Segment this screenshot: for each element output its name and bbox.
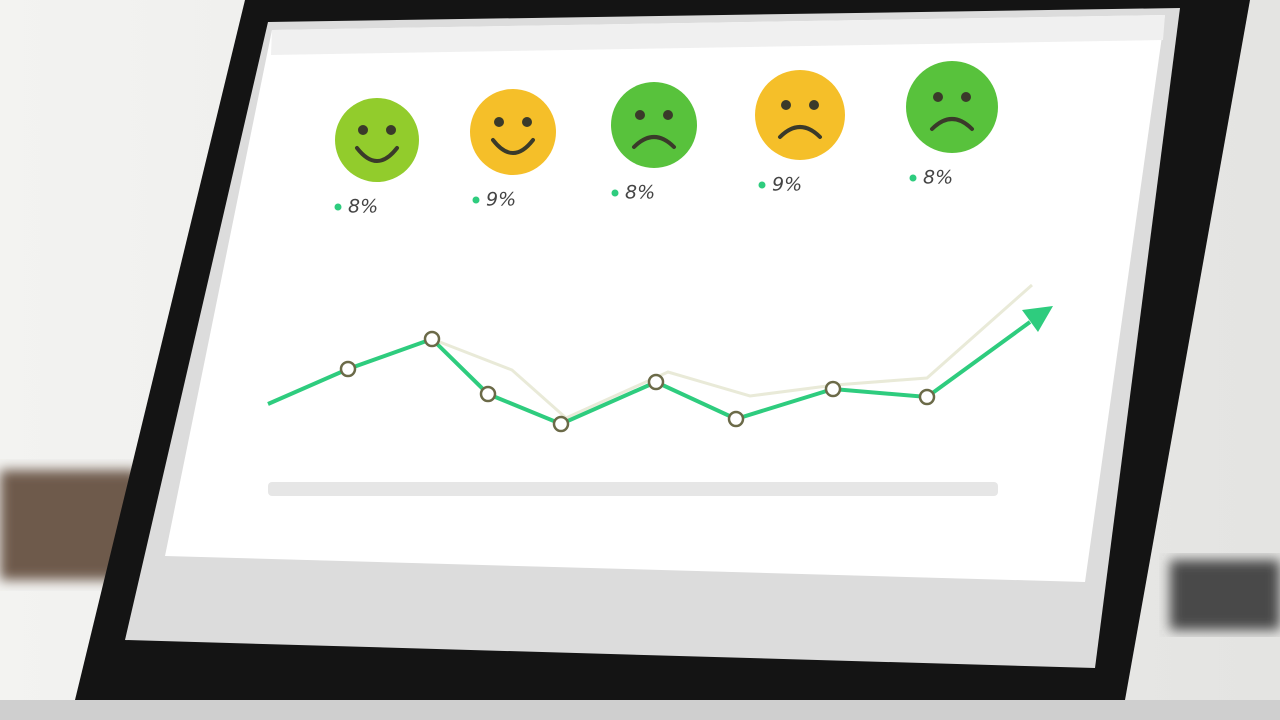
- face-eye: [522, 117, 532, 127]
- face-mouth: [491, 138, 535, 155]
- face-eye: [933, 92, 943, 102]
- face-percent: 8%: [625, 182, 655, 204]
- face: 9%: [755, 70, 845, 196]
- faces: 8% 9% 8% 9% 8%: [334, 61, 998, 218]
- face-eye: [386, 125, 396, 135]
- face-mouth: [778, 125, 822, 139]
- axis-label-blur: [268, 482, 998, 496]
- legend-dot: [334, 203, 342, 211]
- face-eye: [961, 92, 971, 102]
- trend-points: [339, 330, 936, 433]
- trend-arrow: [1022, 306, 1053, 332]
- face-mouth: [632, 135, 676, 149]
- face: 8%: [334, 98, 419, 218]
- laptop-base: [0, 700, 1280, 720]
- face-percent: 9%: [486, 189, 516, 211]
- legend-dot: [472, 196, 480, 204]
- desk-object: [1170, 560, 1280, 630]
- face-circle: [906, 61, 998, 153]
- face: 8%: [611, 82, 697, 204]
- face-eye: [358, 125, 368, 135]
- face-percent: 9%: [772, 174, 802, 196]
- legend-dot: [611, 189, 619, 197]
- face-circle: [611, 82, 697, 168]
- face-eye: [809, 100, 819, 110]
- face-eye: [663, 110, 673, 120]
- legend-dot: [758, 181, 766, 189]
- face-eye: [635, 110, 645, 120]
- face-mouth: [930, 117, 974, 131]
- face-mouth: [355, 146, 399, 163]
- face-circle: [755, 70, 845, 160]
- face-percent: 8%: [348, 196, 378, 218]
- face-circle: [470, 89, 556, 175]
- legend-dot: [909, 174, 917, 182]
- trend-line: [267, 320, 1032, 427]
- face-eye: [781, 100, 791, 110]
- secondary-line: [431, 283, 1033, 420]
- face-circle: [335, 98, 419, 182]
- face: 8%: [906, 61, 998, 189]
- browser-bar: [271, 15, 1165, 55]
- face-eye: [494, 117, 504, 127]
- face-percent: 8%: [923, 167, 953, 189]
- face: 9%: [470, 89, 556, 211]
